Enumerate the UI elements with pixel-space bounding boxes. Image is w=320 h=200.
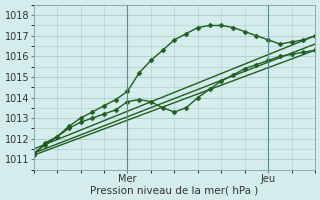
X-axis label: Pression niveau de la mer( hPa ): Pression niveau de la mer( hPa )	[90, 185, 259, 195]
